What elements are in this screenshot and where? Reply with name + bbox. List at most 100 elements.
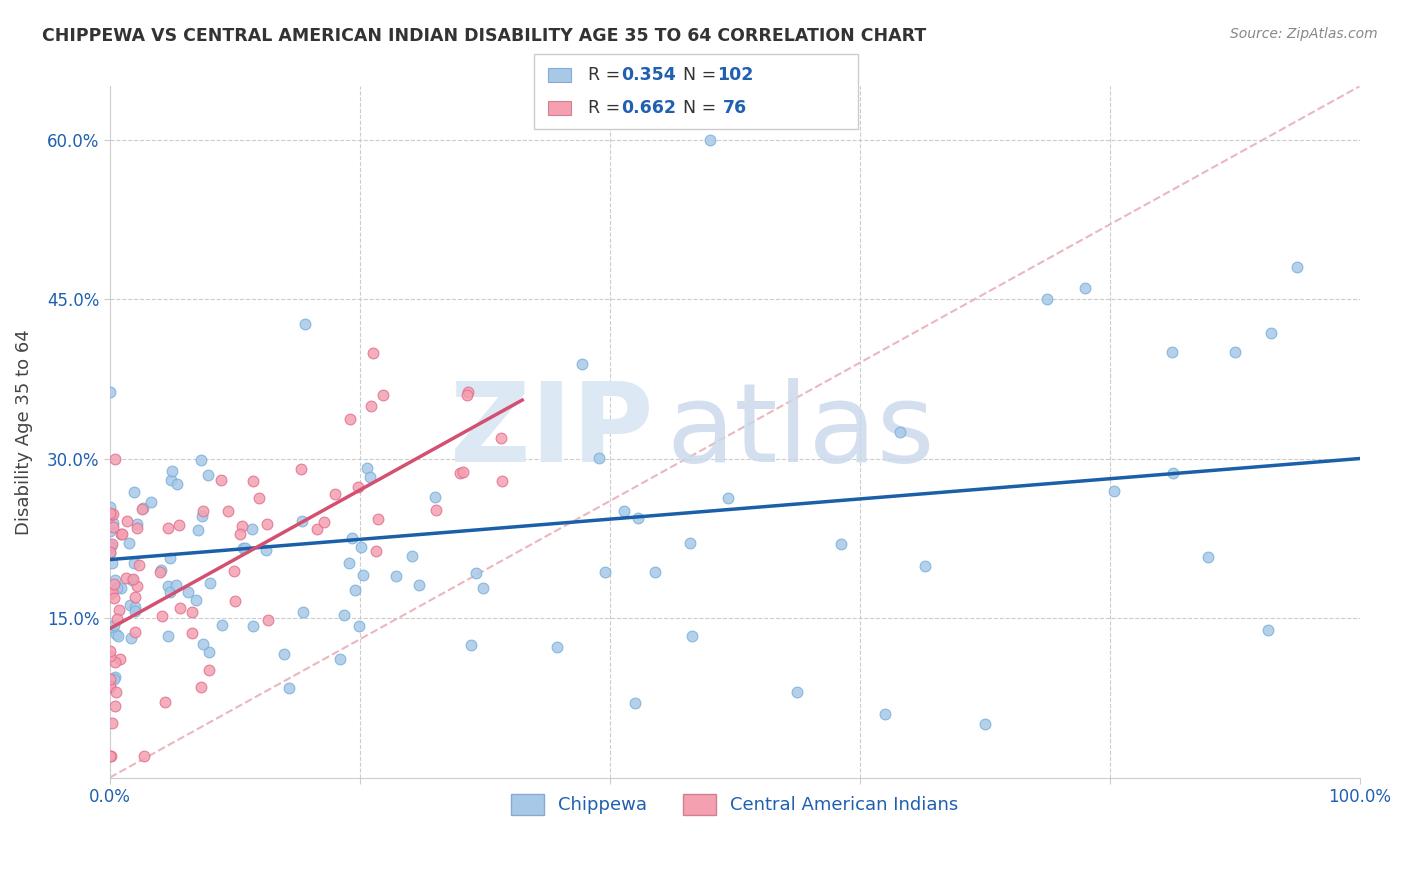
Point <box>167 518 190 533</box>
Point <box>1161 345 1184 359</box>
Point <box>124 591 146 605</box>
Point <box>347 619 370 633</box>
Point <box>256 516 278 531</box>
Point <box>1104 484 1126 499</box>
Point <box>160 465 183 479</box>
Text: R =: R = <box>588 99 626 117</box>
Point <box>233 541 256 555</box>
Point <box>100 749 122 764</box>
Point <box>118 598 141 612</box>
Point <box>125 517 148 532</box>
Point <box>166 477 188 491</box>
Point <box>294 317 316 331</box>
Point <box>111 526 134 541</box>
Point <box>361 346 384 360</box>
Point <box>104 573 127 587</box>
Point <box>191 504 214 518</box>
Point <box>613 504 636 518</box>
Point <box>149 566 172 580</box>
Point <box>209 473 232 487</box>
Point <box>107 628 129 642</box>
Point <box>124 625 146 640</box>
Text: N =: N = <box>683 66 723 84</box>
Point <box>98 644 121 658</box>
Point <box>98 545 121 559</box>
Point <box>125 521 148 535</box>
Point <box>122 573 145 587</box>
Point <box>139 494 162 508</box>
Point <box>339 412 361 426</box>
Point <box>364 543 387 558</box>
Point <box>312 515 335 529</box>
Point <box>98 672 121 686</box>
Point <box>100 715 122 730</box>
Point <box>117 514 139 528</box>
Point <box>360 399 382 413</box>
Point <box>159 585 181 599</box>
Point <box>465 566 488 581</box>
Point <box>122 484 145 499</box>
Point <box>408 578 430 592</box>
Point <box>240 522 263 536</box>
Point <box>100 584 122 599</box>
Point <box>197 468 219 483</box>
Point <box>1073 281 1095 295</box>
Point <box>339 557 361 571</box>
Point <box>347 480 370 494</box>
Point <box>231 519 253 533</box>
Point <box>217 504 239 518</box>
Point <box>198 663 221 677</box>
Point <box>132 501 155 516</box>
Point <box>229 527 252 541</box>
Point <box>124 557 146 571</box>
Point <box>472 582 495 596</box>
Point <box>180 605 202 619</box>
Point <box>367 512 389 526</box>
Point <box>451 466 474 480</box>
Point <box>1161 466 1184 480</box>
Text: R =: R = <box>588 66 626 84</box>
Point <box>157 521 180 535</box>
Point <box>120 631 142 645</box>
Point <box>373 388 395 402</box>
Point <box>290 461 312 475</box>
Point <box>98 500 121 515</box>
Point <box>103 655 125 669</box>
Point <box>98 541 121 555</box>
Point <box>323 487 346 501</box>
Point <box>423 490 446 504</box>
Point <box>124 604 146 618</box>
Point <box>291 515 314 529</box>
Point <box>155 695 177 709</box>
Point <box>131 501 153 516</box>
Point <box>1260 326 1282 340</box>
Legend: Chippewa, Central American Indians: Chippewa, Central American Indians <box>502 785 967 824</box>
Point <box>191 508 214 523</box>
Point <box>232 541 254 555</box>
Point <box>873 706 896 721</box>
Point <box>98 524 121 538</box>
Point <box>786 685 808 699</box>
Point <box>1197 549 1219 564</box>
Point <box>401 549 423 563</box>
Point <box>105 582 128 596</box>
Point <box>359 470 381 484</box>
Point <box>98 680 121 694</box>
Y-axis label: Disability Age 35 to 64: Disability Age 35 to 64 <box>15 329 32 535</box>
Point <box>344 582 367 597</box>
Point <box>98 587 121 601</box>
Point <box>1285 260 1308 274</box>
Point <box>128 558 150 572</box>
Point <box>165 577 187 591</box>
Point <box>717 491 740 505</box>
Point <box>257 614 280 628</box>
Text: 76: 76 <box>723 99 747 117</box>
Point <box>593 566 616 580</box>
Text: Source: ZipAtlas.com: Source: ZipAtlas.com <box>1230 27 1378 41</box>
Point <box>160 473 183 487</box>
Point <box>124 599 146 614</box>
Point <box>830 537 852 551</box>
Point <box>159 551 181 566</box>
Point <box>699 132 721 146</box>
Point <box>184 592 207 607</box>
